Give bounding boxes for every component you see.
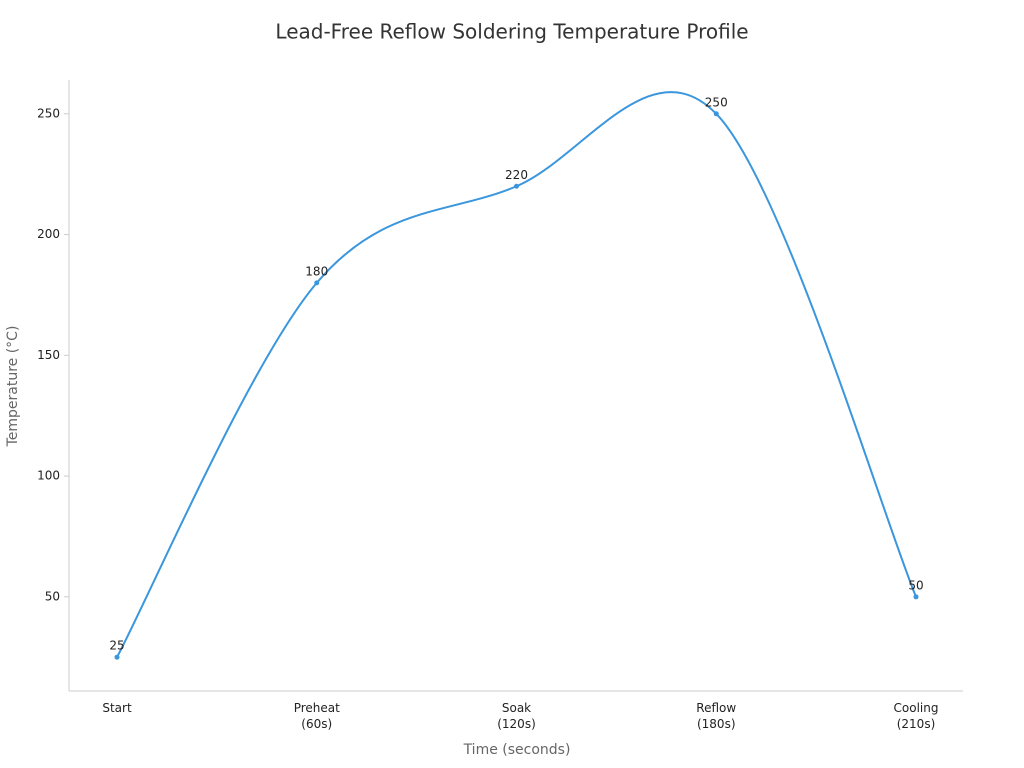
y-tick-label: 100: [37, 469, 60, 483]
point: [114, 654, 120, 660]
x-tick-label: Soak (120s): [497, 701, 536, 731]
x-tick-label: Start: [102, 701, 132, 715]
y-tick-label: 50: [45, 589, 60, 603]
x-axis-label: Time (seconds): [463, 742, 571, 758]
y-tick-label: 200: [37, 227, 60, 241]
point: [713, 111, 719, 117]
y-axis-label: Temperature (°C): [5, 326, 21, 448]
point: [514, 183, 519, 189]
x-tick-label: Cooling (210s): [894, 701, 939, 731]
y-tick-label: 250: [37, 106, 60, 120]
data-label: 50: [908, 578, 923, 592]
data-label: 250: [705, 95, 728, 109]
line: [116, 91, 917, 658]
data-label: 220: [505, 168, 528, 182]
data-label: 25: [109, 639, 124, 653]
x-tick-label: Preheat (60s): [294, 701, 340, 731]
chart-title: Lead-Free Reflow Soldering Temperature P…: [275, 20, 748, 44]
y-tick-label: 150: [37, 348, 60, 362]
point: [913, 594, 919, 600]
data-label: 180: [305, 264, 328, 278]
x-tick-label: Reflow (180s): [696, 701, 736, 731]
point: [314, 280, 320, 286]
